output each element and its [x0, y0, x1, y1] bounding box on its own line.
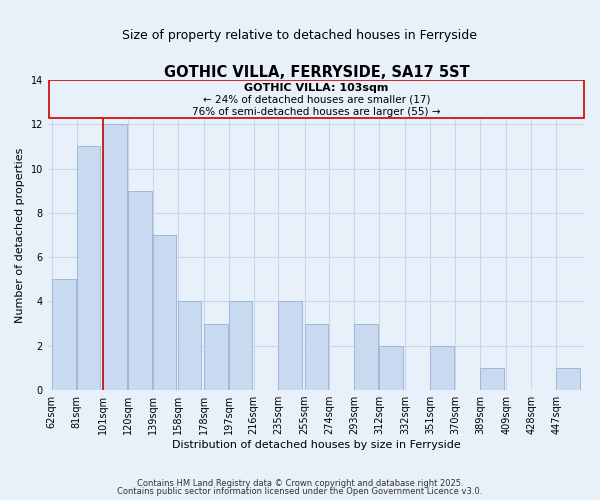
Bar	[152, 235, 176, 390]
Text: Contains public sector information licensed under the Open Government Licence v3: Contains public sector information licen…	[118, 488, 482, 496]
Bar	[278, 302, 302, 390]
Bar	[204, 324, 227, 390]
Bar	[556, 368, 580, 390]
Title: GOTHIC VILLA, FERRYSIDE, SA17 5ST: GOTHIC VILLA, FERRYSIDE, SA17 5ST	[164, 65, 469, 80]
FancyBboxPatch shape	[49, 80, 584, 118]
Bar	[103, 124, 127, 390]
Text: GOTHIC VILLA: 103sqm: GOTHIC VILLA: 103sqm	[244, 83, 389, 93]
Bar	[229, 302, 253, 390]
Text: Size of property relative to detached houses in Ferryside: Size of property relative to detached ho…	[122, 28, 478, 42]
Text: ← 24% of detached houses are smaller (17): ← 24% of detached houses are smaller (17…	[203, 95, 430, 105]
Bar	[178, 302, 202, 390]
Text: Contains HM Land Registry data © Crown copyright and database right 2025.: Contains HM Land Registry data © Crown c…	[137, 478, 463, 488]
Bar	[430, 346, 454, 390]
Bar	[379, 346, 403, 390]
Bar	[355, 324, 378, 390]
Bar	[128, 190, 152, 390]
Y-axis label: Number of detached properties: Number of detached properties	[15, 148, 25, 322]
Bar	[77, 146, 100, 390]
Bar	[52, 280, 76, 390]
X-axis label: Distribution of detached houses by size in Ferryside: Distribution of detached houses by size …	[172, 440, 461, 450]
Bar	[305, 324, 328, 390]
Text: 76% of semi-detached houses are larger (55) →: 76% of semi-detached houses are larger (…	[192, 107, 440, 117]
Bar	[480, 368, 504, 390]
